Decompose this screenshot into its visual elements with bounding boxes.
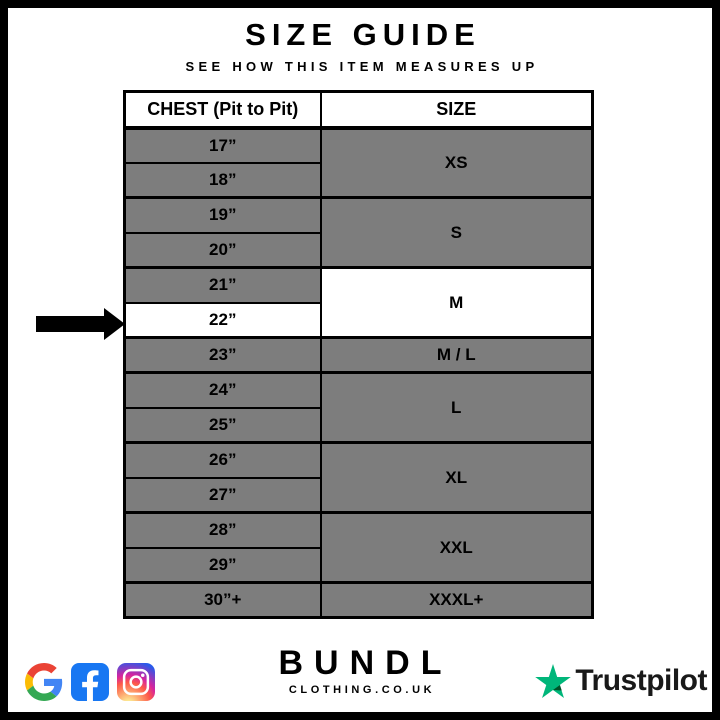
table-row: 28” XXL	[123, 511, 594, 584]
facebook-icon	[71, 663, 109, 701]
table-header-row: CHEST (Pit to Pit) SIZE	[123, 90, 594, 130]
chest-cell: 20”	[123, 231, 322, 269]
brand-name: BUNDL	[278, 644, 453, 682]
size-guide-table: CHEST (Pit to Pit) SIZE 17” XS 18” 19” S…	[123, 90, 594, 619]
chest-column-header: CHEST (Pit to Pit)	[123, 90, 322, 130]
table-row: 23” M / L	[123, 336, 594, 374]
size-guide-table-wrap: CHEST (Pit to Pit) SIZE 17” XS 18” 19” S…	[123, 90, 594, 619]
size-cell: M / L	[319, 336, 594, 374]
trustpilot-star-icon	[535, 664, 572, 698]
table-row: 17” XS	[123, 126, 594, 199]
size-cell: XXXL+	[319, 581, 594, 619]
facebook-f-glyph	[82, 670, 99, 701]
size-cell: XXL	[319, 511, 594, 584]
brand-logo: BUNDL CLOTHING.CO.UK	[8, 644, 712, 696]
table-row: 27”	[123, 476, 593, 514]
arrow-head	[104, 308, 125, 340]
chest-cell: 30”+	[123, 581, 322, 619]
table-row: 24” L	[123, 371, 594, 444]
table-row: 18”	[123, 161, 593, 199]
chest-cell: 18”	[123, 161, 322, 199]
chest-cell: 24”	[123, 371, 322, 409]
chest-cell: 21”	[123, 266, 322, 304]
instagram-camera-glyph	[122, 668, 150, 696]
row-pointer-arrow-icon	[36, 308, 125, 340]
chest-cell: 26”	[123, 441, 322, 479]
chest-cell: 23”	[123, 336, 322, 374]
table-row: 29”	[123, 546, 593, 584]
chest-cell-highlighted: 22”	[123, 301, 322, 339]
table-row: 26” XL	[123, 441, 594, 514]
size-cell: L	[319, 371, 594, 444]
table-row: 20”	[123, 231, 593, 269]
table-row: 19” S	[123, 196, 594, 269]
chest-cell: 25”	[123, 406, 322, 444]
table-row-highlighted: 22”	[123, 301, 593, 339]
size-cell: XL	[319, 441, 594, 514]
trustpilot-label: Trustpilot	[575, 664, 707, 697]
size-cell: S	[319, 196, 594, 269]
table-row: 21” M	[123, 266, 594, 339]
page-title: SIZE GUIDE	[245, 17, 481, 52]
chest-cell: 17”	[123, 126, 322, 164]
trustpilot-logo: Trustpilot	[535, 664, 707, 698]
google-icon	[25, 663, 63, 701]
instagram-icon	[117, 663, 155, 701]
chest-cell: 28”	[123, 511, 322, 549]
social-icons	[25, 663, 155, 701]
size-cell: XS	[319, 126, 594, 199]
size-column-header: SIZE	[319, 90, 594, 130]
chest-cell: 27”	[123, 476, 322, 514]
page-subtitle: SEE HOW THIS ITEM MEASURES UP	[185, 59, 539, 74]
brand-domain: CLOTHING.CO.UK	[288, 684, 436, 696]
chest-cell: 19”	[123, 196, 322, 234]
arrow-shaft	[36, 316, 106, 332]
table-row: 25”	[123, 406, 593, 444]
chest-cell: 29”	[123, 546, 322, 584]
size-cell-highlighted: M	[319, 266, 594, 339]
table-row: 30”+ XXXL+	[123, 581, 594, 619]
